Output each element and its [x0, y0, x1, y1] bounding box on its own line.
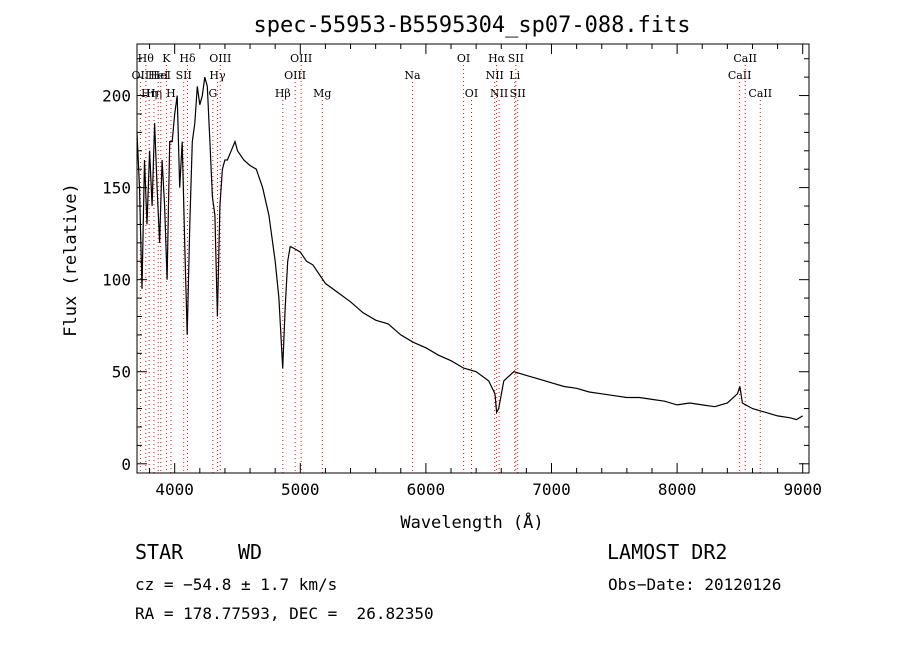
observation-date: Obs−Date: 20120126: [608, 575, 782, 594]
x-tick-label: 5000: [281, 480, 320, 499]
line-marker-label: Hη: [146, 87, 162, 100]
spectral-line-markers: OIIHθHηHηHeIHeIKHSIIHδGHγOIIIHβOIIIOIIIM…: [132, 52, 772, 473]
y-tick-label: 200: [102, 87, 131, 106]
line-marker-label: Hβ: [275, 87, 291, 100]
x-tick-label: 6000: [407, 480, 446, 499]
line-marker-label: Hα: [488, 52, 506, 65]
line-marker-label: CaII: [733, 52, 757, 65]
line-marker-label: SII: [176, 69, 192, 82]
line-marker-label: Hγ: [209, 69, 226, 82]
line-marker-label: SII: [510, 87, 526, 100]
line-marker-label: SII: [508, 52, 524, 65]
line-marker-label: Li: [509, 69, 520, 82]
line-marker-label: NII: [490, 87, 508, 100]
axis-ticks: 4000 5000 6000 7000 8000 9000 0 50 100 150 200: [102, 44, 822, 499]
object-subclass: WD: [238, 540, 263, 564]
x-axis-label: Wavelength (Å): [400, 511, 543, 533]
object-class: STAR: [135, 540, 184, 564]
line-marker-label: CaII: [728, 69, 752, 82]
line-marker-label: HeI: [148, 69, 168, 82]
plot-frame: [136, 43, 810, 474]
y-tick-label: 0: [121, 455, 131, 474]
y-tick-label: 100: [102, 271, 131, 290]
line-marker-label: Hη: [141, 87, 157, 100]
x-tick-label: 9000: [783, 480, 822, 499]
line-marker-label: CaII: [748, 87, 772, 100]
y-axis-label: Flux (relative): [61, 183, 81, 337]
line-marker-label: G: [208, 87, 217, 100]
line-marker-label: OIII: [209, 52, 231, 65]
survey-name: LAMOST DR2: [607, 540, 728, 564]
line-marker-label: Na: [404, 69, 421, 82]
line-marker-label: K: [162, 52, 171, 65]
line-marker-label: Mg: [313, 87, 331, 100]
chart-title: spec-55953-B5595304_sp07-088.fits: [253, 13, 690, 38]
line-marker-label: H: [166, 87, 176, 100]
spectrum-line: [136, 76, 804, 421]
line-marker-label: OIII: [284, 69, 306, 82]
y-tick-label: 50: [112, 363, 131, 382]
line-marker-label: OI: [457, 52, 470, 65]
x-tick-label: 8000: [658, 480, 697, 499]
ra-dec-coordinates: RA = 178.77593, DEC = 26.82350: [135, 604, 434, 623]
line-marker-label: OIII: [290, 52, 312, 65]
line-marker-label: Hδ: [179, 52, 196, 65]
line-marker-label: HeI: [151, 69, 171, 82]
redshift-cz: cz = −54.8 ± 1.7 km/s: [135, 575, 338, 594]
line-marker-label: Hθ: [138, 52, 155, 65]
line-marker-label: OII: [132, 69, 150, 82]
x-tick-label: 4000: [155, 480, 194, 499]
line-marker-label: OI: [465, 87, 478, 100]
y-tick-label: 150: [102, 179, 131, 198]
line-marker-label: NII: [486, 69, 504, 82]
x-tick-label: 7000: [532, 480, 571, 499]
